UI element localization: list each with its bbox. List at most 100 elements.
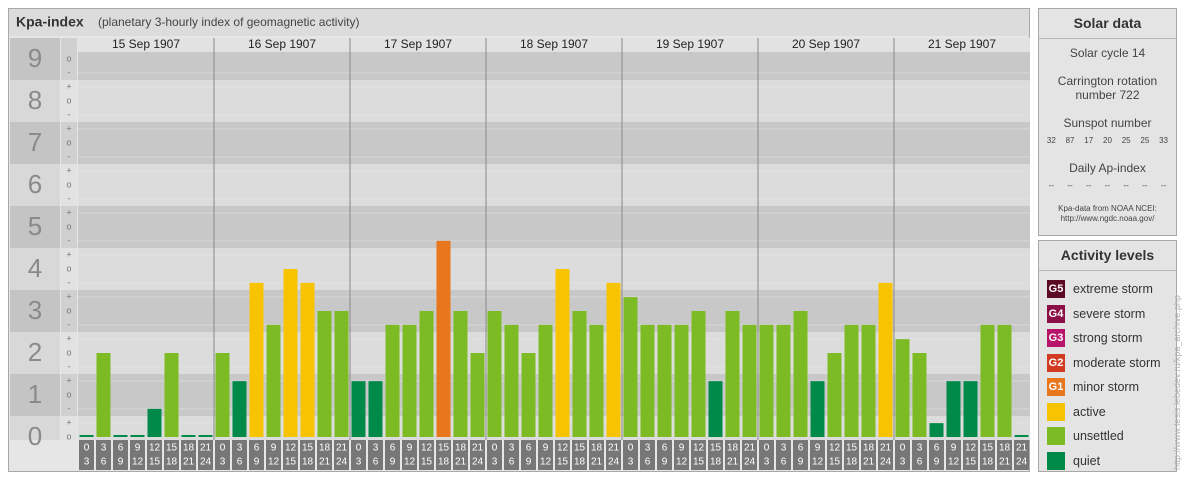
bar xyxy=(232,381,247,437)
hour-end: 9 xyxy=(662,457,668,468)
sub-label: + xyxy=(66,375,71,385)
label-band xyxy=(10,206,60,248)
hour-start: 9 xyxy=(679,443,685,454)
hour-box xyxy=(232,440,247,470)
bar xyxy=(96,353,111,437)
solar-cycle: Solar cycle 14 xyxy=(1069,46,1146,60)
sub-label: o xyxy=(66,53,71,63)
hour-start: 21 xyxy=(336,443,348,454)
hour-end: 21 xyxy=(455,457,467,468)
hour-end: 12 xyxy=(404,457,416,468)
label-band xyxy=(10,38,60,80)
bar xyxy=(555,269,570,437)
hour-start: 21 xyxy=(744,443,756,454)
bar xyxy=(300,282,315,437)
hour-start: 21 xyxy=(1016,443,1028,454)
hour-end: 18 xyxy=(982,457,994,468)
sub-band xyxy=(61,122,77,164)
hour-end: 15 xyxy=(285,457,297,468)
bar xyxy=(912,353,927,437)
hour-start: 18 xyxy=(727,443,739,454)
hour-end: 9 xyxy=(934,457,940,468)
hour-box xyxy=(436,440,451,470)
y-tick-label: 5 xyxy=(28,211,42,241)
bar xyxy=(215,353,230,437)
hour-start: 15 xyxy=(574,443,586,454)
box-title: Activity levels xyxy=(1039,241,1176,271)
bar xyxy=(640,324,655,437)
hour-end: 18 xyxy=(574,457,586,468)
hour-box xyxy=(963,440,978,470)
hour-box xyxy=(249,440,264,470)
bar xyxy=(402,324,417,437)
hour-start: 3 xyxy=(101,443,107,454)
hour-end: 12 xyxy=(812,457,824,468)
hour-box xyxy=(487,440,502,470)
bar xyxy=(844,324,859,437)
sunspot-value: 25 xyxy=(1140,136,1150,145)
sub-label: + xyxy=(66,81,71,91)
kpa-chart: Kpa-index (planetary 3-hourly index of g… xyxy=(8,8,1030,472)
label-band xyxy=(10,416,60,440)
hour-end: 24 xyxy=(744,457,756,468)
hour-box xyxy=(266,440,281,470)
ap-value: -- xyxy=(1067,181,1073,190)
hour-start: 9 xyxy=(135,443,141,454)
hour-start: 3 xyxy=(373,443,379,454)
hour-end: 18 xyxy=(710,457,722,468)
hour-box xyxy=(1014,440,1029,470)
day-label: 21 Sep 1907 xyxy=(928,37,996,51)
hour-box xyxy=(555,440,570,470)
hour-start: 9 xyxy=(271,443,277,454)
hour-box xyxy=(640,440,655,470)
level-badge xyxy=(1047,427,1065,446)
level-label: active xyxy=(1073,404,1106,419)
hour-box xyxy=(470,440,485,470)
ap-title: Daily Ap-index xyxy=(1069,161,1146,175)
hour-box xyxy=(980,440,995,470)
ap-value: -- xyxy=(1104,181,1111,190)
bar xyxy=(861,324,876,437)
hour-start: 9 xyxy=(951,443,957,454)
sub-label: - xyxy=(68,193,71,203)
hour-end: 9 xyxy=(526,457,532,468)
bar xyxy=(487,311,502,437)
hour-start: 6 xyxy=(526,443,532,454)
bar xyxy=(742,324,757,437)
sub-label: - xyxy=(68,67,71,77)
level-badge: G3 xyxy=(1047,329,1065,348)
bar xyxy=(1014,435,1029,437)
day-label: 15 Sep 1907 xyxy=(112,37,180,51)
hour-box xyxy=(776,440,791,470)
activity-level: G5 extreme storm xyxy=(1039,277,1176,302)
y-tick-label: 4 xyxy=(28,253,42,283)
hour-box xyxy=(674,440,689,470)
hour-end: 24 xyxy=(200,457,212,468)
hour-box xyxy=(810,440,825,470)
level-label: strong storm xyxy=(1073,331,1143,346)
label-band xyxy=(10,80,60,122)
hour-box xyxy=(113,440,128,470)
bar xyxy=(793,311,808,437)
sub-label: + xyxy=(66,249,71,259)
hour-end: 3 xyxy=(900,457,906,468)
level-label: quiet xyxy=(1073,453,1101,468)
sub-label: o xyxy=(66,347,71,357)
sub-label: - xyxy=(68,361,71,371)
hour-end: 3 xyxy=(220,457,226,468)
activity-level: unsettled xyxy=(1039,424,1176,449)
sub-label: + xyxy=(66,123,71,133)
sunspot-value: 20 xyxy=(1103,136,1112,145)
sunspot-row: 32 87 17 20 25 25 33 xyxy=(1039,136,1176,145)
hour-end: 24 xyxy=(880,457,892,468)
hour-start: 12 xyxy=(965,443,977,454)
label-band xyxy=(10,164,60,206)
hour-end: 18 xyxy=(438,457,450,468)
sub-label: o xyxy=(66,95,71,105)
hour-start: 0 xyxy=(900,443,906,454)
hour-end: 15 xyxy=(829,457,841,468)
bar xyxy=(266,324,281,437)
hour-end: 12 xyxy=(948,457,960,468)
chart-subtitle: (planetary 3-hourly index of geomagnetic… xyxy=(98,15,359,29)
ap-value: -- xyxy=(1048,181,1055,190)
